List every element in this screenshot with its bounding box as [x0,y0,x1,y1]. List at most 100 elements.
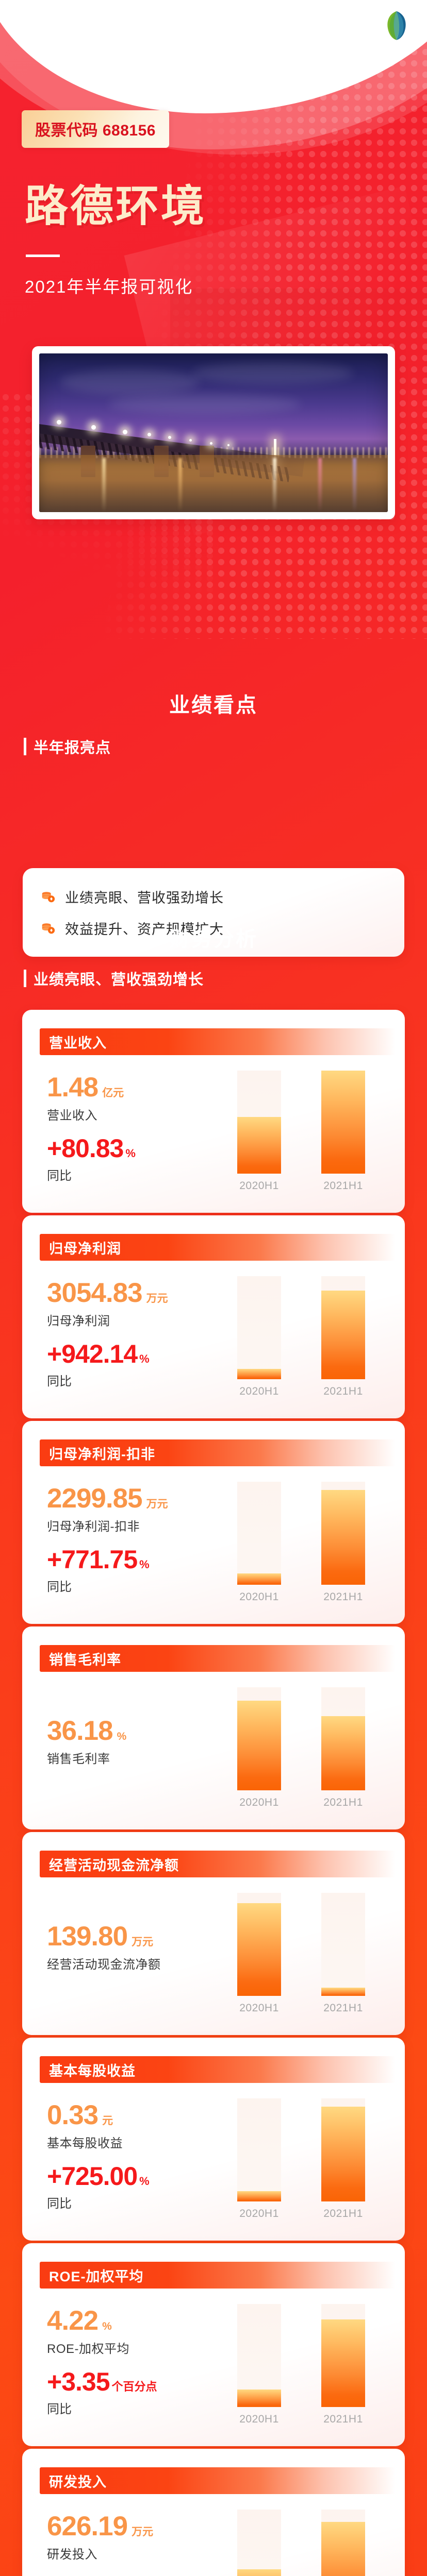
metric-bar-chart: 2020H1 2021H1 [237,1687,365,1809]
bar-column: 2020H1 [237,1893,281,2014]
metric-change-block: +80.83 % 同比 [47,1136,136,1183]
metric-value-caption: 营业收入 [47,1109,97,1123]
metric-value-caption: 销售毛利率 [47,1752,110,1766]
tv-tower [273,439,276,471]
subheading-accent-bar [24,738,26,755]
metric-card: ROE-加权平均 4.22 % ROE-加权平均 +3.35 个百分点 同比 2… [22,2243,405,2446]
metric-value: 3054.83 [47,1278,143,1308]
metric-bar-chart: 2020H1 2021H1 [237,1071,365,1192]
stock-code-text: 股票代码 688156 [35,122,156,139]
metric-change-caption: 同比 [47,1169,72,1183]
bar-column: 2020H1 [237,2304,281,2426]
bar-fill [237,2389,281,2407]
bar-label: 2020H1 [239,2002,279,2014]
metric-value: 626.19 [47,2511,128,2541]
metric-value-line: 4.22 % [47,2307,129,2334]
bar-column: 2021H1 [321,2304,365,2426]
bar-fill [321,2522,365,2576]
metric-title: 经营活动现金流净额 [49,1857,179,1873]
bar-fill [237,1701,281,1790]
metric-card: 经营活动现金流净额 139.80 万元 经营活动现金流净额 2020H1 [22,1832,405,2035]
bar-track [237,1482,281,1585]
bar-label: 2021H1 [323,2002,363,2014]
bar-label: 2020H1 [239,1591,279,1603]
metric-value-caption: 归母净利润-扣非 [47,1520,140,1534]
metric-value-line: 2299.85 万元 [47,1485,168,1512]
bar-column: 2020H1 [237,1276,281,1398]
metric-value-unit: 万元 [146,1498,168,1510]
metric-title: 归母净利润 [49,1241,121,1257]
metric-change: +3.35 [47,2367,110,2396]
metric-change-block: +3.35 个百分点 同比 [47,2369,157,2417]
metric-change-caption: 同比 [47,2402,72,2416]
metric-change: +80.83 [47,1134,124,1163]
metric-value-caption: 归母净利润 [47,1314,110,1328]
bar-track [321,1893,365,1996]
metric-change-unit: % [125,1147,136,1160]
bar-column: 2021H1 [321,1482,365,1603]
metric-change-unit: % [139,1352,150,1365]
metric-bar-chart: 2020H1 2021H1 [237,1482,365,1603]
coins-icon [42,891,55,902]
metric-change-unit: 个百分点 [111,2380,157,2393]
bar-column: 2021H1 [321,1276,365,1398]
metric-change-block: +771.75 % 同比 [47,1547,150,1595]
bar-label: 2021H1 [323,2413,363,2425]
metric-change-caption: 同比 [47,2197,72,2211]
highlights-card: 业绩亮眼、营收强劲增长 效益提升、资产规模扩大 [23,868,404,957]
metric-value-line: 1.48 亿元 [47,1074,124,1101]
metric-card-header: 研发投入 [40,2467,396,2494]
bar-track [237,2304,281,2407]
metric-card-header: 营业收入 [40,1028,396,1055]
metric-card: 销售毛利率 36.18 % 销售毛利率 2020H1 2021H1 [22,1626,405,1829]
metric-card: 归母净利润 3054.83 万元 归母净利润 +942.14 % 同比 2020… [22,1215,405,1418]
bar-label: 2021H1 [323,1180,363,1192]
bar-label: 2020H1 [239,1797,279,1808]
page-title: 路德环境 [25,182,207,230]
metric-value-caption: 研发投入 [47,2548,97,2562]
metric-change-line: +3.35 个百分点 [47,2369,157,2395]
bar-column: 2020H1 [237,1482,281,1603]
section-title-highlights: 业绩看点 [169,694,258,717]
bar-column: 2020H1 [237,1687,281,1809]
bar-fill [237,1117,281,1174]
metric-change-line: +114.31 % [47,2574,148,2576]
river-water [39,455,388,512]
metric-value: 2299.85 [47,1483,143,1514]
metric-change-unit: % [139,2175,150,2188]
metric-value-line: 139.80 万元 [47,1923,161,1950]
metric-change-line: +80.83 % [47,1136,136,1161]
metric-change-line: +725.00 % [47,2163,150,2189]
bar-column: 2021H1 [321,1687,365,1809]
metric-value-caption: 基本每股收益 [47,2137,123,2150]
bar-fill [321,1716,365,1790]
metric-card-header: ROE-加权平均 [40,2262,396,2289]
metric-card: 营业收入 1.48 亿元 营业收入 +80.83 % 同比 2020H1 [22,1010,405,1213]
bar-fill [321,2107,365,2201]
metric-value-unit: 亿元 [102,1087,124,1099]
subheading-accent-bar [24,970,26,987]
metric-value-line: 36.18 % [47,1717,126,1744]
bar-fill [237,2191,281,2201]
metric-value: 139.80 [47,1921,128,1952]
metric-card-header: 经营活动现金流净额 [40,1851,396,1877]
bar-column: 2020H1 [237,2510,281,2576]
bar-label: 2021H1 [323,2208,363,2219]
metric-change-block: +725.00 % 同比 [47,2163,150,2211]
subheading-analysis: 业绩亮眼、营收强劲增长 [24,968,204,989]
bar-track [321,2510,365,2576]
metric-value: 36.18 [47,1716,113,1746]
metric-change-line: +942.14 % [47,1341,150,1367]
list-item: 业绩亮眼、营收强劲增长 [40,887,387,907]
stock-code-badge: 股票代码 688156 [22,110,169,148]
metric-bar-chart: 2020H1 2021H1 [237,1276,365,1398]
metric-value-block: 3054.83 万元 归母净利润 [47,1279,168,1329]
list-item: 效益提升、资产规模扩大 [40,918,387,938]
metric-value-block: 139.80 万元 经营活动现金流净额 [47,1923,161,1972]
metric-value-unit: 万元 [132,1936,154,1948]
metric-value-block: 36.18 % 销售毛利率 [47,1717,126,1767]
metric-value: 0.33 [47,2100,98,2130]
bar-fill [237,1573,281,1585]
bar-fill [321,1490,365,1585]
